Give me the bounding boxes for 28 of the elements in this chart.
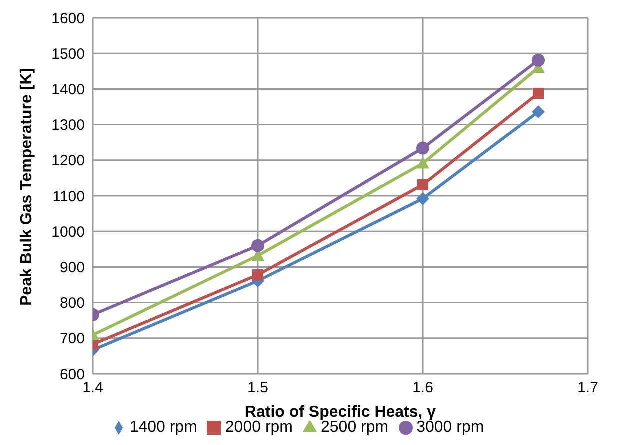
y-axis-title: Peak Bulk Gas Temperature [K] [18, 68, 36, 306]
x-tick-label: 1.7 [578, 380, 598, 397]
point [417, 179, 429, 190]
y-tick-label: 1000 [52, 224, 85, 241]
y-tick-label: 1500 [52, 46, 85, 63]
x-tick-label: 1.5 [248, 380, 268, 397]
y-tick-label: 1100 [52, 188, 85, 206]
legend-label: 2500 rpm [321, 419, 389, 436]
legend-label: 3000 rpm [416, 419, 484, 436]
point [416, 142, 430, 155]
point [532, 54, 545, 67]
x-tick-label: 1.6 [412, 380, 434, 397]
legend-label: 1400 rpm [130, 419, 198, 436]
x-axis-title: Ratio of Specific Heats, γ [244, 404, 436, 421]
legend-label: 2000 rpm [225, 419, 293, 436]
x-tick-label: 1.4 [82, 380, 104, 397]
y-tick-label: 700 [60, 330, 85, 348]
y-tick-label: 1600 [52, 10, 85, 28]
y-tick-label: 1200 [52, 152, 85, 170]
y-tick-label: 600 [60, 366, 85, 384]
y-tick-label: 800 [60, 295, 85, 312]
point [416, 157, 430, 169]
y-tick-label: 900 [60, 260, 85, 277]
point [532, 88, 544, 99]
point [416, 192, 430, 206]
point [532, 105, 545, 118]
y-tick-label: 1300 [52, 117, 85, 134]
y-tick-label: 1400 [52, 82, 85, 99]
